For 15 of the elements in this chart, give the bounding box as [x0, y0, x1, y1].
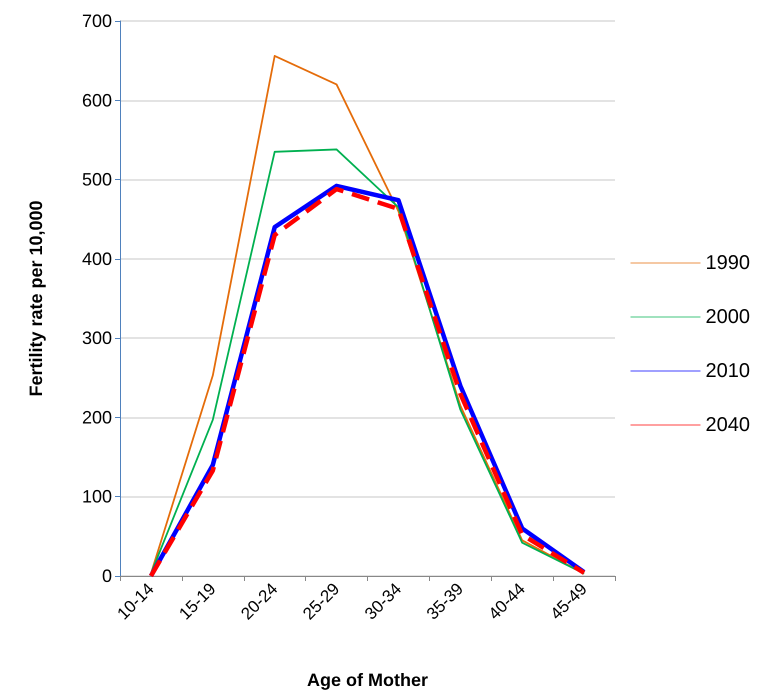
y-tick-label: 700 [82, 11, 112, 31]
legend-label: 2010 [706, 360, 750, 382]
y-tick-label: 0 [102, 566, 112, 586]
legend-label: 2000 [706, 306, 750, 328]
y-tick-label: 300 [82, 328, 112, 348]
line-series [150, 54, 585, 575]
y-tick-label: 500 [82, 170, 112, 190]
legend-label: 2040 [706, 414, 750, 436]
x-axis-title: Age of Mother [307, 670, 428, 690]
y-tick-label: 100 [82, 486, 112, 507]
legend-label: 1990 [706, 252, 750, 274]
y-tick-label: 400 [82, 248, 112, 269]
y-tick-label: 600 [82, 90, 112, 110]
y-tick-label: 200 [82, 407, 112, 428]
y-axis-title: Fertility rate per 10,000 [26, 200, 46, 397]
